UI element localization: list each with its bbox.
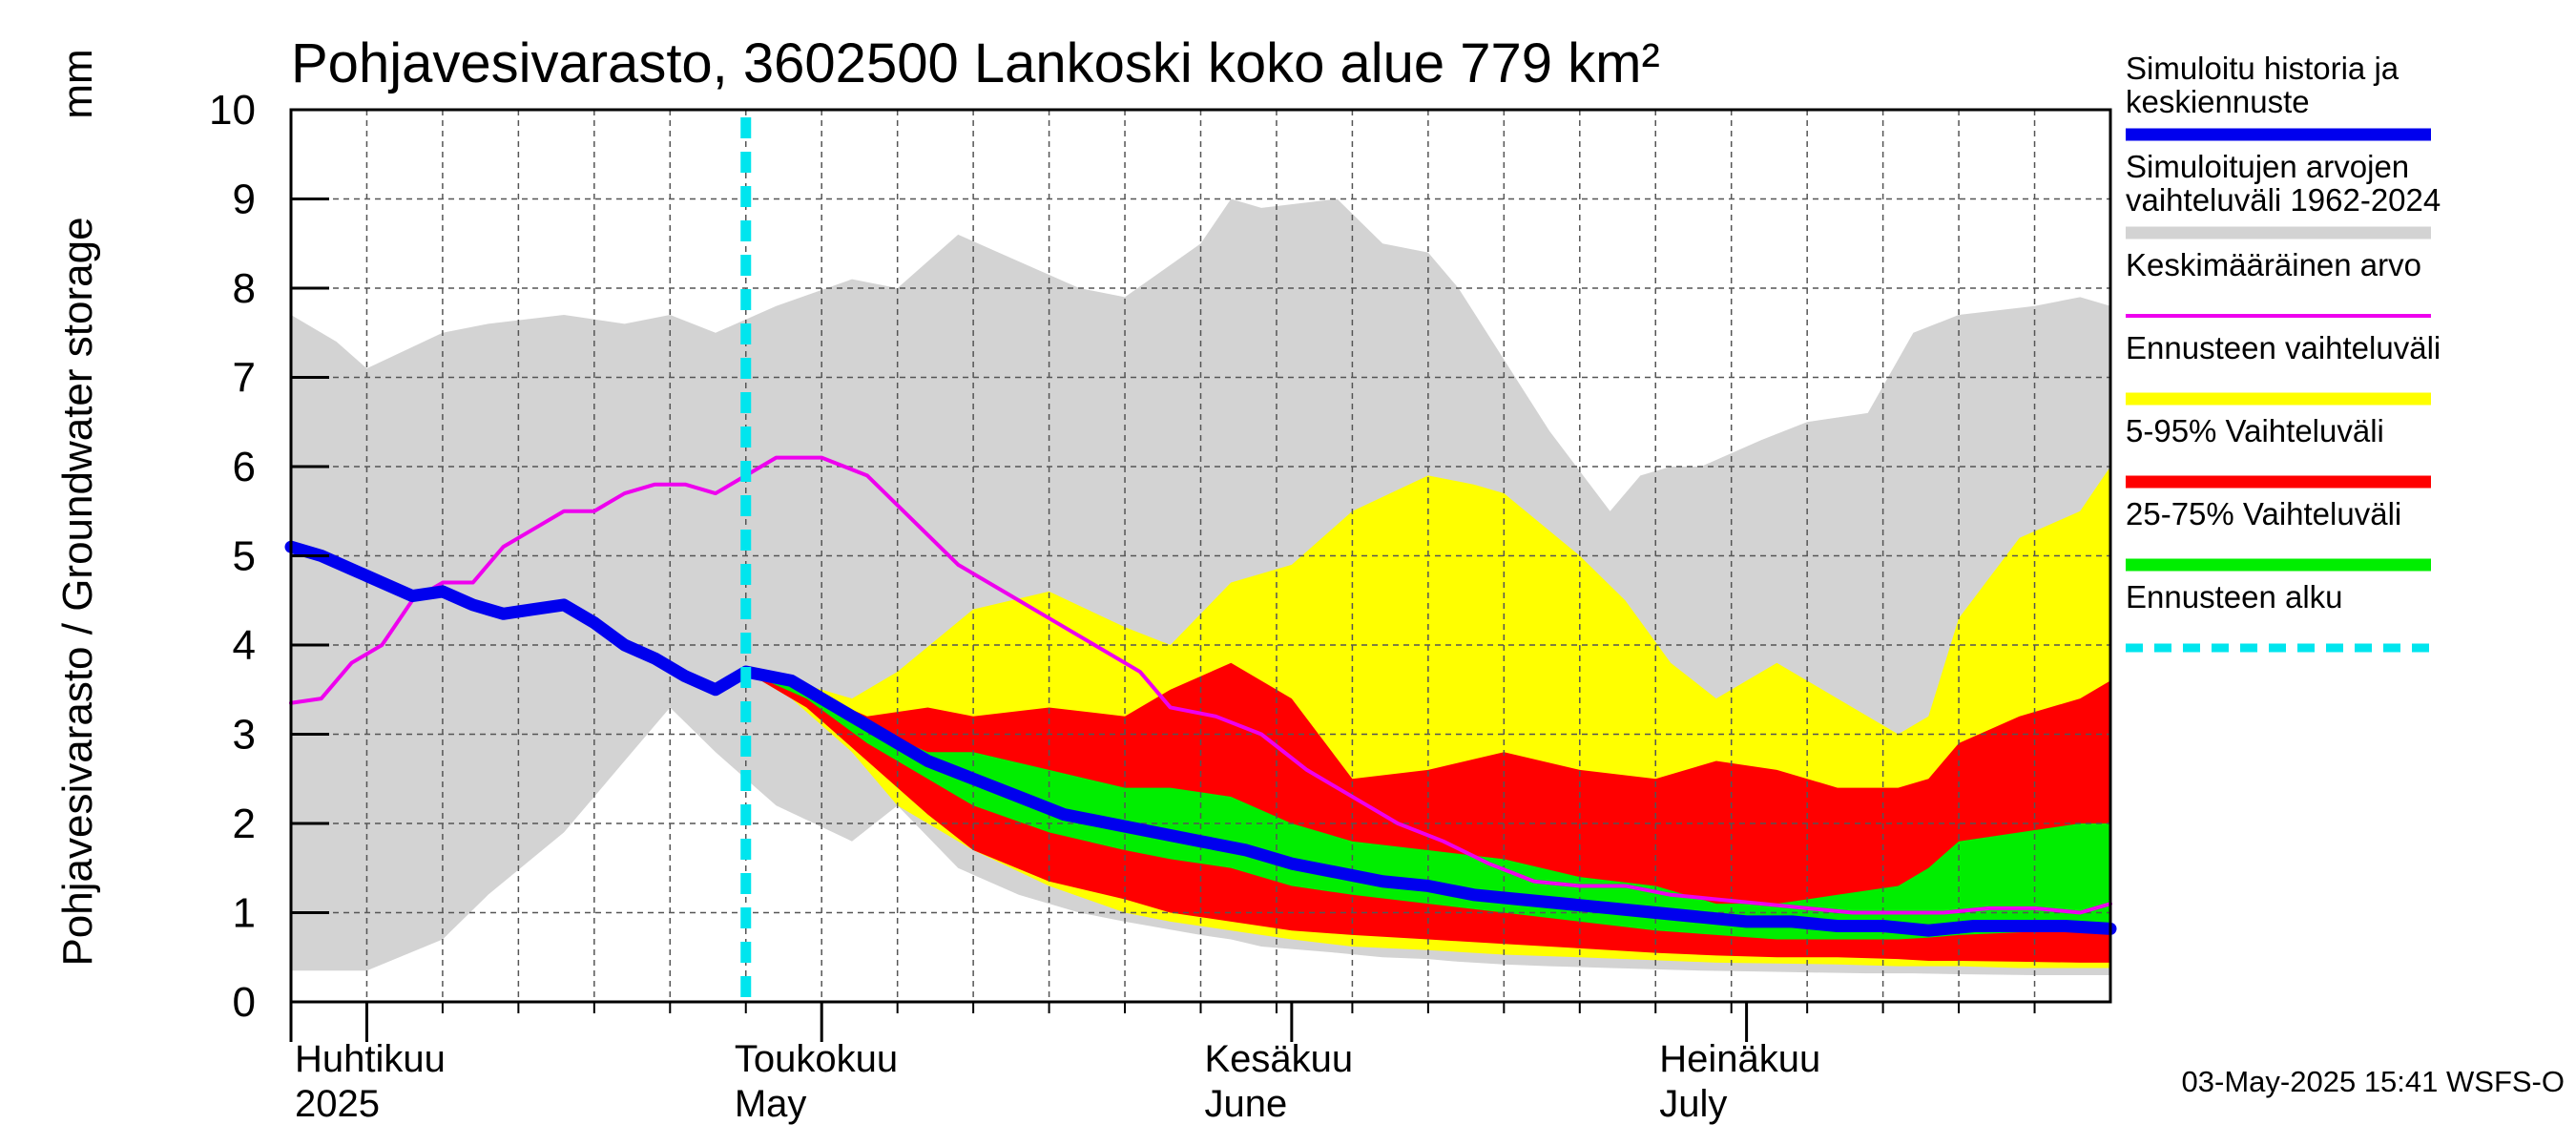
chart-title: Pohjavesivarasto, 3602500 Lankoski koko … [291,32,1660,94]
y-tick-label: 2 [233,801,256,847]
lines-layer [284,455,2117,937]
y-tick-label: 4 [233,622,256,669]
legend-label: vaihteluväli 1962-2024 [2126,182,2441,218]
legend-item-5-95-vaihteluv-li: 5-95% Vaihteluväli [2126,413,2431,489]
legend-label: Simuloitujen arvojen [2126,149,2409,184]
y-tick-label: 5 [233,533,256,580]
month-label-en: 2025 [295,1083,380,1125]
month-label-fi: Toukokuu [735,1038,898,1080]
month-label-en: May [735,1083,807,1125]
legend-item-keskim-r-inen-arvo: Keskimääräinen arvo [2126,247,2431,318]
y-tick-label: 9 [233,177,256,223]
legend-label: Keskimääräinen arvo [2126,247,2421,282]
legend-label: 25-75% Vaihteluväli [2126,496,2401,531]
month-label-fi: Huhtikuu [295,1038,446,1080]
month-label-fi: Heinäkuu [1659,1038,1820,1080]
y-tick-label: 8 [233,265,256,312]
y-axis-title: Pohjavesivarasto / Groundwater storage [54,217,101,966]
legend: Simuloitu historia jakeskiennusteSimuloi… [2126,51,2441,653]
legend-label: Ennusteen vaihteluväli [2126,330,2441,365]
y-tick-label: 10 [209,87,256,134]
legend-item-25-75-vaihteluv-li: 25-75% Vaihteluväli [2126,496,2431,572]
band-5-95-vaihteluv-li [745,662,2110,963]
line-keskim-r-inen-arvo [289,455,2112,915]
month-label-en: June [1205,1083,1288,1125]
y-tick-label: 1 [233,890,256,937]
y-tick-label: 7 [233,355,256,402]
line-simuloitu-historia-ja-keskiennuste [284,540,2117,937]
y-tick-label: 0 [233,979,256,1026]
month-label-fi: Kesäkuu [1205,1038,1354,1080]
y-axis-unit: mm [54,49,101,118]
month-label-en: July [1659,1083,1727,1125]
legend-item-ennusteen-alku: Ennusteen alku [2126,579,2431,653]
plot-area [284,110,2117,1004]
legend-label: Simuloitu historia ja [2126,51,2399,86]
legend-label: 5-95% Vaihteluväli [2126,413,2384,448]
y-tick-label: 6 [233,444,256,490]
grid-layer [291,110,2110,1002]
timestamp-label: 03-May-2025 15:41 WSFS-O [2182,1065,2565,1098]
y-tick-label: 3 [233,712,256,759]
legend-item-ennusteen-vaihteluv-li: Ennusteen vaihteluväli [2126,330,2441,406]
legend-label: keskiennuste [2126,84,2310,119]
legend-label: Ennusteen alku [2126,579,2343,614]
